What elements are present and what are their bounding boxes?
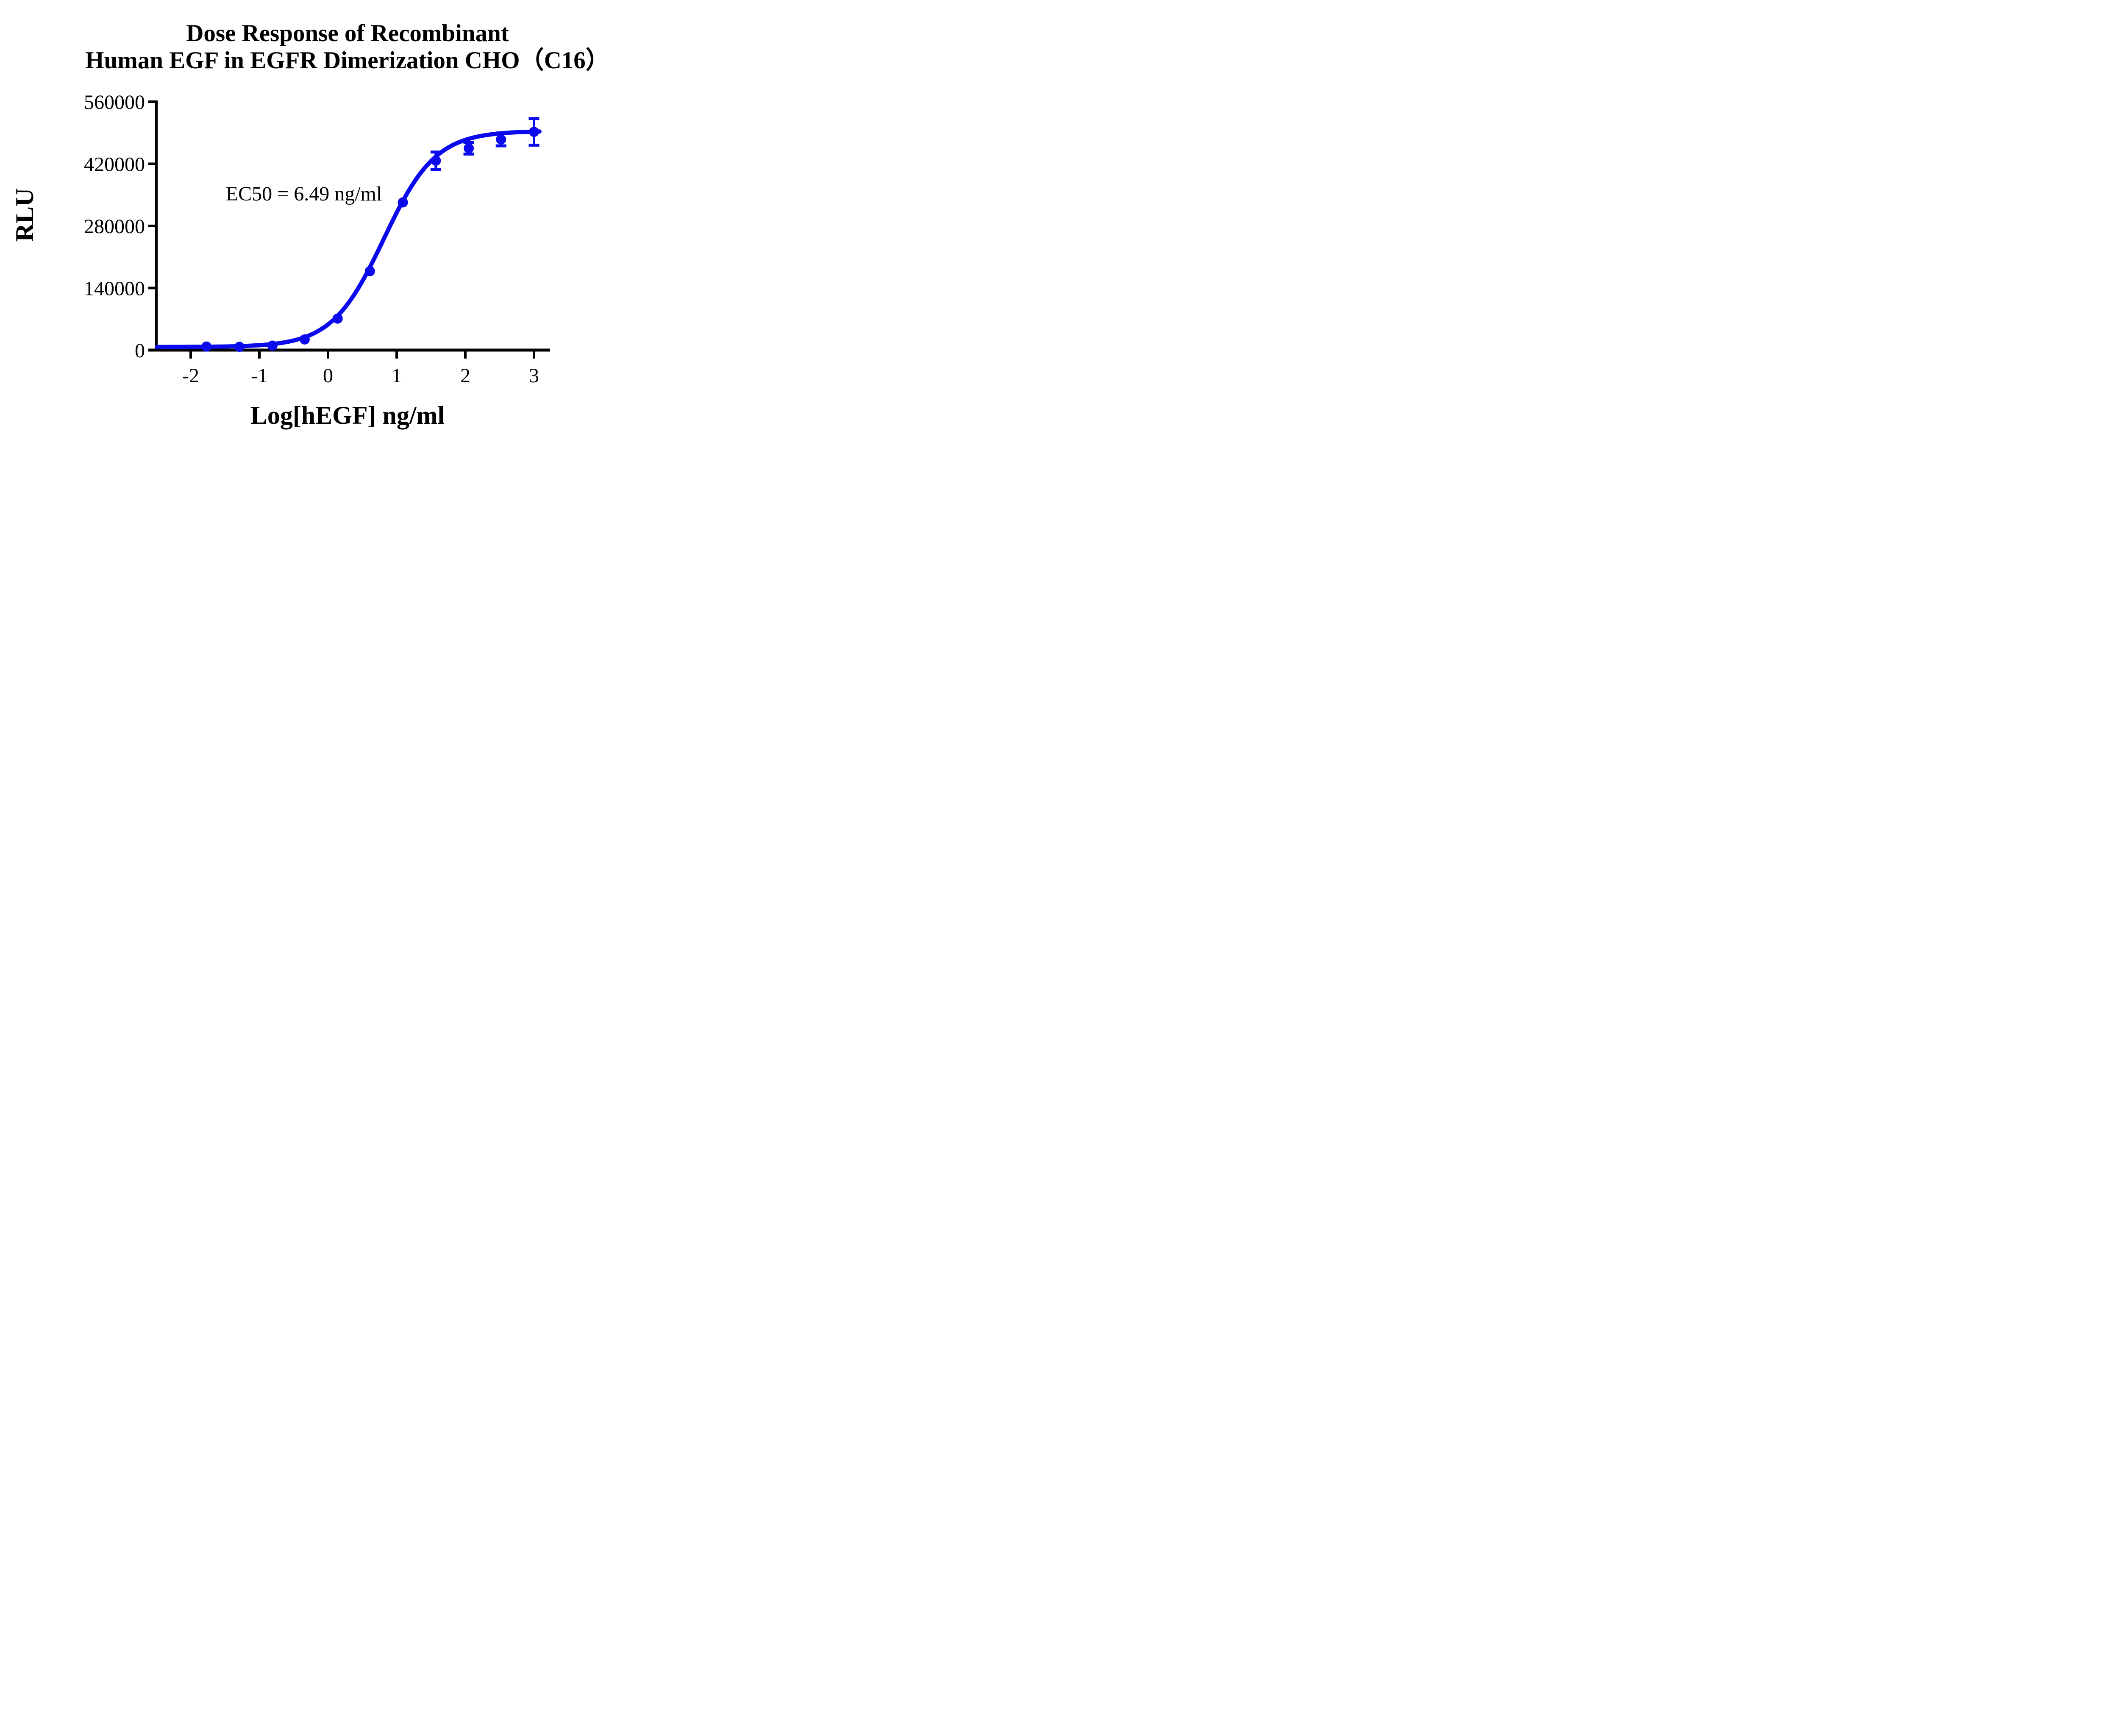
fit-curve <box>155 129 542 349</box>
data-point <box>398 197 408 208</box>
x-tick-label: 2 <box>460 364 470 387</box>
y-tick-label: 140000 <box>84 278 145 300</box>
data-point <box>431 156 441 166</box>
data-series-layer <box>155 117 542 352</box>
data-point <box>496 134 506 145</box>
y-tick-label: 0 <box>135 339 145 362</box>
ec50-annotation: EC50 = 6.49 ng/ml <box>226 183 382 205</box>
data-point <box>332 313 343 324</box>
x-tick-label: 3 <box>529 364 539 387</box>
x-axis-title: Log[hEGF] ng/ml <box>250 401 445 429</box>
x-tick-label: -2 <box>182 364 199 387</box>
chart-title-line-1: Dose Response of Recombinant <box>186 20 509 47</box>
data-point <box>201 341 212 352</box>
data-point <box>364 266 375 276</box>
y-axis-title: RLU <box>11 188 39 242</box>
x-tick-label: 1 <box>392 364 402 387</box>
x-tick-label: -1 <box>251 364 268 387</box>
data-point <box>464 143 474 153</box>
data-point <box>299 334 310 345</box>
axis-ticks-layer: 0 140000 280000 420000 560000 -2 -1 0 1 2 3 <box>84 91 539 387</box>
chart-title-line-2: Human EGF in EGFR Dimerization CHO（C16） <box>85 47 610 74</box>
dose-response-chart: Dose Response of Recombinant Human EGF i… <box>11 20 610 429</box>
y-tick-label: 420000 <box>84 153 145 176</box>
data-point <box>529 127 539 137</box>
dose-response-figure: Dose Response of Recombinant Human EGF i… <box>0 0 616 434</box>
data-point <box>267 340 278 351</box>
x-tick-label: 0 <box>323 364 333 387</box>
y-tick-label: 280000 <box>84 215 145 238</box>
y-tick-label: 560000 <box>84 91 145 114</box>
data-point <box>234 342 245 352</box>
